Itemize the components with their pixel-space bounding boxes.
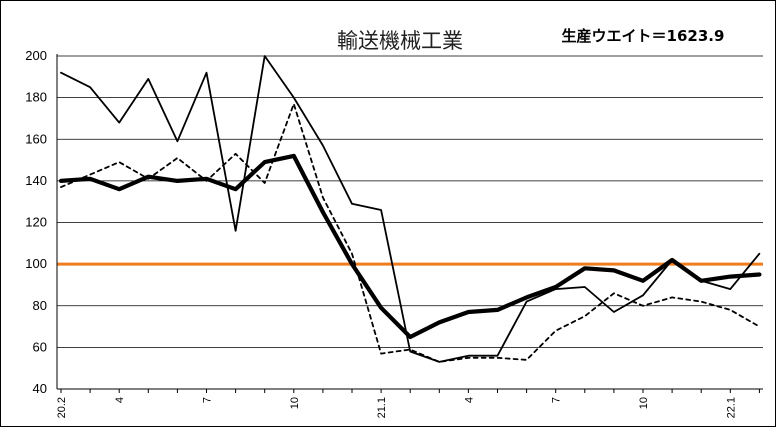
y-tick-label-40: 40 [33, 381, 47, 396]
series-layer [58, 55, 762, 363]
chart-title: 輸送機械工業 [337, 29, 463, 53]
y-tick-label-180: 180 [25, 90, 47, 105]
y-tick-label-160: 160 [25, 131, 47, 146]
x-tick-label-10: 10 [289, 397, 301, 409]
x-tick-label-7: 7 [551, 397, 563, 403]
x-tick-label-4: 4 [114, 397, 126, 403]
tick-labels: 40 60 80 100 120 140 160 180 200 20.2 4 7 10 21.1 4 7 10… [25, 48, 737, 418]
series-line-dotted [60, 103, 761, 363]
y-tick-label-120: 120 [25, 215, 47, 230]
production-weight-label: 生産ウエイト＝1623.9 [562, 27, 725, 45]
y-tick-label-60: 60 [33, 339, 47, 354]
y-tick-label-140: 140 [25, 173, 47, 188]
x-tick-label-4: 4 [463, 397, 475, 403]
series-line-thick-solid [58, 153, 762, 340]
y-tick-label-200: 200 [25, 48, 47, 63]
x-tick-label-21.1: 21.1 [376, 397, 388, 418]
y-tick-label-100: 100 [25, 256, 47, 271]
x-tick-label-7: 7 [202, 397, 214, 403]
x-tick-label-20.2: 20.2 [56, 397, 68, 418]
axes [56, 54, 763, 393]
y-tick-label-80: 80 [33, 298, 47, 313]
x-tick-label-22.1: 22.1 [725, 397, 737, 418]
gridlines [57, 55, 763, 348]
series-line-thin-solid [60, 55, 761, 363]
x-tick-label-10: 10 [638, 397, 650, 409]
